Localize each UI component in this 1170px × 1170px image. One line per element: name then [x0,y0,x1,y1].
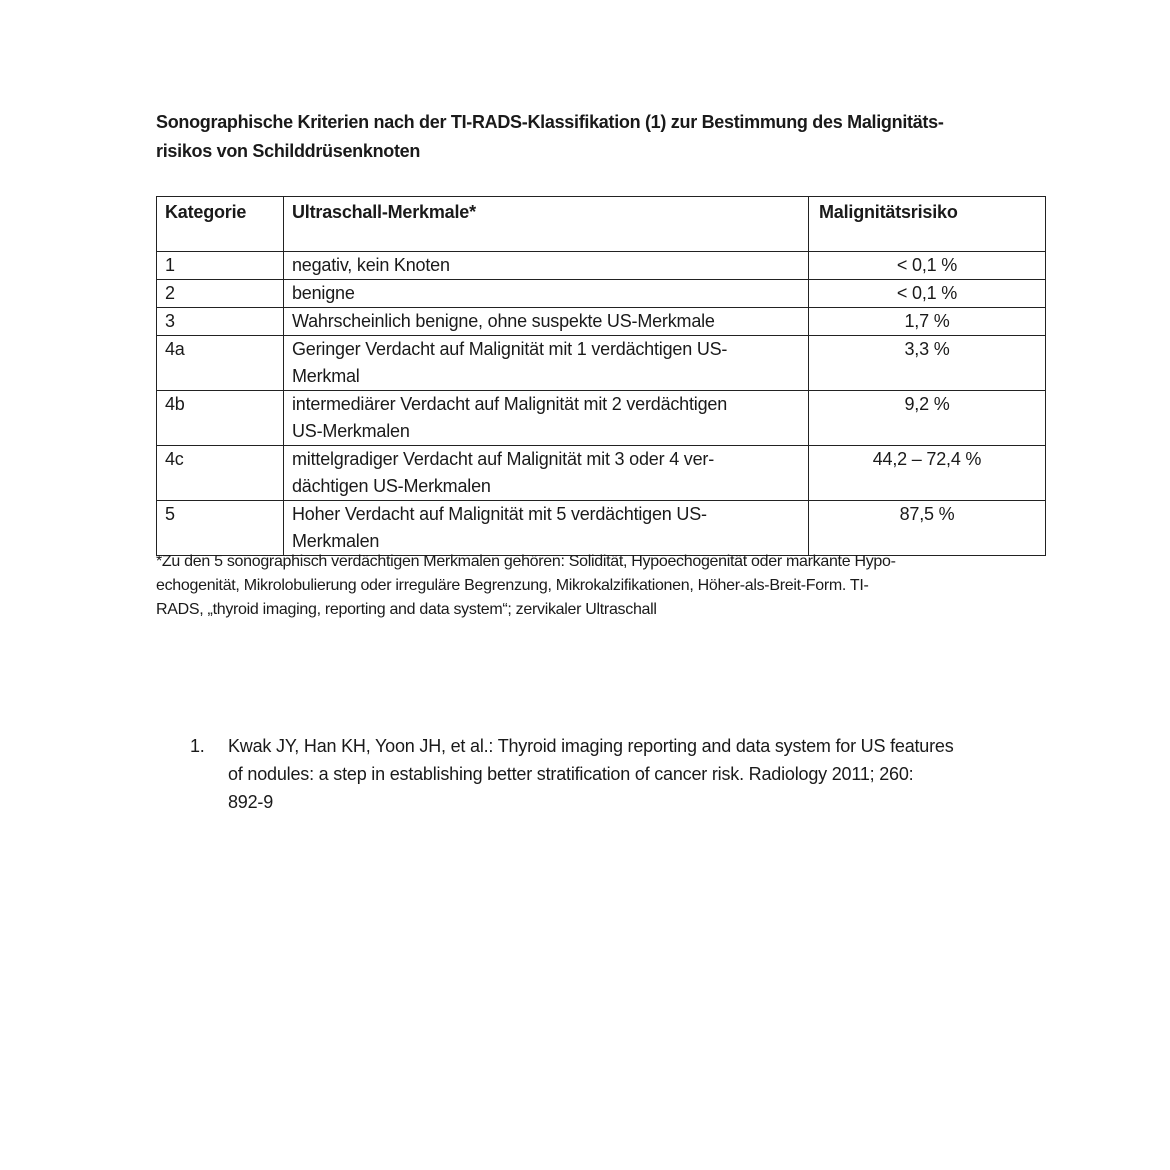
cell-merkmale: negativ, kein Knoten [283,251,809,280]
table-footnote: *Zu den 5 sonographisch verdächtigen Mer… [156,550,1056,622]
footnote-line: *Zu den 5 sonographisch verdächtigen Mer… [156,553,896,570]
merkmale-line: benigne [292,283,355,303]
cell-kategorie: 4b [156,390,284,446]
merkmale-line: Wahrscheinlich benigne, ohne suspekte US… [292,311,715,331]
merkmale-line: negativ, kein Knoten [292,255,450,275]
cell-kategorie: 2 [156,279,284,308]
merkmale-line: Merkmal [292,366,360,386]
cell-risiko: < 0,1 % [808,279,1046,308]
merkmale-line: Geringer Verdacht auf Malignität mit 1 v… [292,339,728,359]
cell-kategorie: 5 [156,500,284,556]
title-line: Sonographische Kriterien nach der TI-RAD… [156,112,944,132]
reference-line: Kwak JY, Han KH, Yoon JH, et al.: Thyroi… [228,736,954,756]
cell-merkmale: benigne [283,279,809,308]
cell-risiko: < 0,1 % [808,251,1046,280]
table-row: 2 benigne < 0,1 % [156,279,1046,308]
cell-risiko: 9,2 % [808,390,1046,446]
ti-rads-table: Kategorie Ultraschall-Merkmale* Malignit… [156,196,1046,556]
merkmale-line: Hoher Verdacht auf Malignität mit 5 verd… [292,504,707,524]
title-line: risikos von Schilddrüsenknoten [156,141,421,161]
merkmale-line: Merkmalen [292,531,380,551]
cell-merkmale: Wahrscheinlich benigne, ohne suspekte US… [283,307,809,336]
cell-risiko: 87,5 % [808,500,1046,556]
cell-risiko: 44,2 – 72,4 % [808,445,1046,501]
document-title: Sonographische Kriterien nach der TI-RAD… [156,108,1056,166]
table-row: 4c mittelgradiger Verdacht auf Malignität… [156,445,1046,501]
header-kategorie: Kategorie [156,196,284,252]
merkmale-line: dächtigen US-Merkmalen [292,476,491,496]
table-row: 4b intermediärer Verdacht auf Malignität … [156,390,1046,446]
header-risiko: Malignitätsrisiko [808,196,1046,252]
cell-kategorie: 3 [156,307,284,336]
table-row: 5 Hoher Verdacht auf Malignität mit 5 ver… [156,500,1046,556]
reference-line: of nodules: a step in establishing bette… [228,764,914,784]
cell-merkmale: mittelgradiger Verdacht auf Malignität m… [283,445,809,501]
table-row: 3 Wahrscheinlich benigne, ohne suspekte U… [156,307,1046,336]
cell-risiko: 3,3 % [808,335,1046,391]
reference-item: 1. Kwak JY, Han KH, Yoon JH, et al.: Thy… [190,732,1050,816]
cell-risiko: 1,7 % [808,307,1046,336]
footnote-line: echogenität, Mikrolobulierung oder irreg… [156,577,869,594]
reference-number: 1. [190,736,205,756]
merkmale-line: mittelgradiger Verdacht auf Malignität m… [292,449,715,469]
reference-line: 892-9 [228,792,274,812]
footnote-line: RADS, „thyroid imaging, reporting and da… [156,601,657,618]
table-row: 1 negativ, kein Knoten < 0,1 % [156,251,1046,280]
table-header-row: Kategorie Ultraschall-Merkmale* Malignit… [156,196,1046,252]
header-merkmale: Ultraschall-Merkmale* [283,196,809,252]
cell-merkmale: Hoher Verdacht auf Malignität mit 5 verd… [283,500,809,556]
cell-merkmale: Geringer Verdacht auf Malignität mit 1 v… [283,335,809,391]
table-row: 4a Geringer Verdacht auf Malignität mit 1… [156,335,1046,391]
cell-kategorie: 4c [156,445,284,501]
merkmale-line: intermediärer Verdacht auf Malignität mi… [292,394,728,414]
cell-kategorie: 4a [156,335,284,391]
cell-merkmale: intermediärer Verdacht auf Malignität mi… [283,390,809,446]
merkmale-line: US-Merkmalen [292,421,410,441]
cell-kategorie: 1 [156,251,284,280]
